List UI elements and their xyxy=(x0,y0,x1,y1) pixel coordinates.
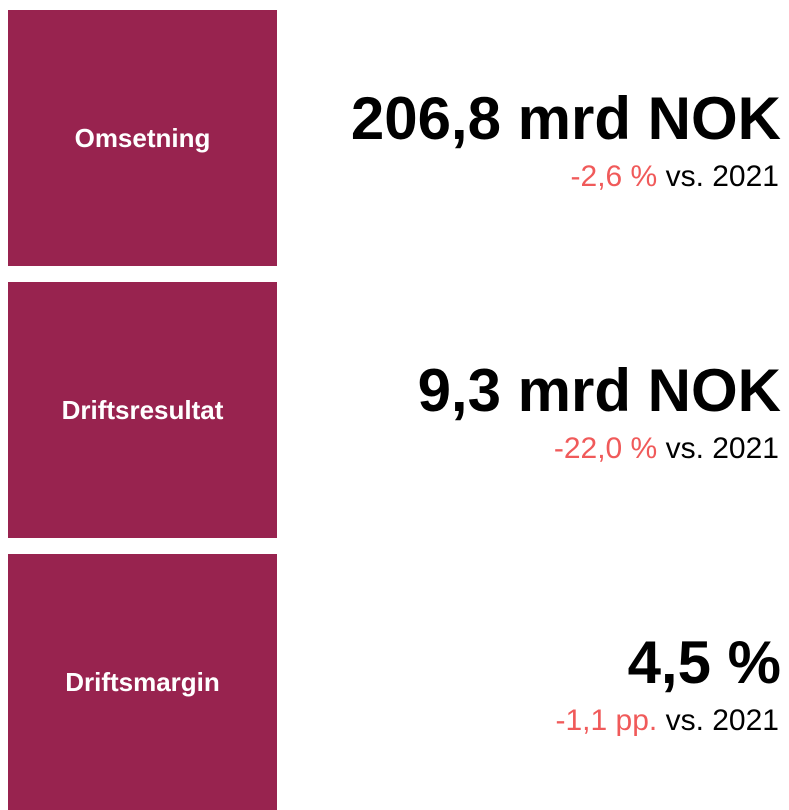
kpi-value: 9,3 mrd NOK xyxy=(417,357,781,424)
kpi-label: Driftsmargin xyxy=(8,554,277,810)
kpi-row: Omsetning 206,8 mrd NOK -2,6 % vs. 2021 xyxy=(0,10,789,266)
kpi-row: Driftsresultat 9,3 mrd NOK -22,0 % vs. 202… xyxy=(0,282,789,538)
kpi-change-line: -1,1 pp. vs. 2021 xyxy=(556,704,780,738)
kpi-change-line: -22,0 % vs. 2021 xyxy=(554,432,779,466)
kpi-comparison: vs. 2021 xyxy=(665,160,779,193)
kpi-change: -2,6 % xyxy=(570,160,658,193)
kpi-comparison: vs. 2021 xyxy=(665,704,779,737)
kpi-value: 206,8 mrd NOK xyxy=(350,85,781,152)
kpi-label: Omsetning xyxy=(8,10,277,266)
kpi-change: -1,1 pp. xyxy=(555,704,658,737)
kpi-change: -22,0 % xyxy=(553,432,658,465)
kpi-comparison: vs. 2021 xyxy=(665,432,779,465)
kpi-value: 4,5 % xyxy=(627,629,781,696)
kpi-row: Driftsmargin 4,5 % -1,1 pp. vs. 2021 xyxy=(0,554,789,810)
kpi-label: Driftsresultat xyxy=(8,282,277,538)
kpi-change-line: -2,6 % vs. 2021 xyxy=(571,160,779,194)
